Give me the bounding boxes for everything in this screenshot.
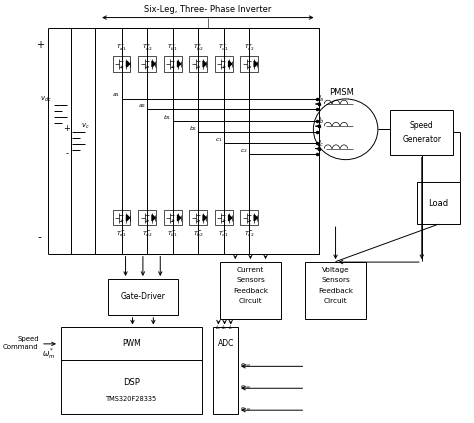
Text: Speed: Speed — [410, 121, 434, 130]
Text: $i_c$: $i_c$ — [228, 323, 234, 332]
Polygon shape — [178, 215, 181, 221]
Text: Sensors: Sensors — [236, 277, 265, 283]
Text: Command: Command — [3, 344, 39, 350]
Text: Current: Current — [237, 266, 264, 273]
Polygon shape — [178, 61, 181, 67]
Bar — [108, 279, 178, 315]
Text: $e_{ag}$: $e_{ag}$ — [240, 362, 252, 371]
Bar — [189, 56, 207, 71]
Text: $\omega_m^*$: $\omega_m^*$ — [42, 346, 55, 360]
Bar — [240, 56, 258, 71]
Bar — [113, 56, 130, 71]
Text: DSP: DSP — [123, 378, 140, 387]
Text: $e_{cg}$: $e_{cg}$ — [240, 406, 251, 415]
Polygon shape — [254, 61, 257, 67]
Text: PMSM: PMSM — [328, 88, 354, 97]
Text: Six-Leg, Three- Phase Inverter: Six-Leg, Three- Phase Inverter — [144, 5, 272, 14]
Text: $c_2$: $c_2$ — [240, 147, 248, 155]
Polygon shape — [152, 61, 155, 67]
Text: Sensors: Sensors — [321, 277, 350, 283]
Polygon shape — [228, 61, 232, 67]
Bar — [189, 210, 207, 225]
Text: ADC: ADC — [218, 338, 234, 348]
Text: Circuit: Circuit — [238, 298, 262, 304]
Text: $e_{bg}$: $e_{bg}$ — [240, 384, 252, 393]
Text: $b_2$: $b_2$ — [189, 124, 197, 133]
Bar — [417, 182, 460, 224]
Text: $T_{a1}^{-}$: $T_{a1}^{-}$ — [116, 229, 127, 239]
Polygon shape — [203, 61, 206, 67]
Text: $T_{c2}^{+}$: $T_{c2}^{+}$ — [244, 43, 255, 53]
Polygon shape — [127, 215, 130, 221]
Text: $T_{a2}^{-}$: $T_{a2}^{-}$ — [142, 229, 153, 239]
Polygon shape — [152, 215, 155, 221]
Text: $i_a$: $i_a$ — [318, 94, 325, 104]
Bar — [215, 56, 233, 71]
Text: $T_{c1}^{+}$: $T_{c1}^{+}$ — [219, 43, 229, 53]
Text: $i_b$: $i_b$ — [221, 323, 228, 332]
Polygon shape — [228, 215, 232, 221]
Text: Gate-Driver: Gate-Driver — [120, 292, 165, 301]
Text: $a_1$: $a_1$ — [112, 91, 120, 99]
Text: $i_b$: $i_b$ — [318, 116, 325, 126]
Text: $a_2$: $a_2$ — [137, 102, 146, 110]
Bar — [240, 210, 258, 225]
Text: $T_{b2}^{-}$: $T_{b2}^{-}$ — [193, 229, 204, 239]
Bar — [305, 262, 366, 319]
Text: $T_{c1}^{-}$: $T_{c1}^{-}$ — [219, 229, 229, 239]
Text: $T_{b2}^{+}$: $T_{b2}^{+}$ — [193, 43, 204, 53]
Text: Voltage: Voltage — [322, 266, 349, 273]
Text: $b_1$: $b_1$ — [163, 113, 171, 122]
Bar — [164, 56, 182, 71]
Bar — [164, 210, 182, 225]
Polygon shape — [127, 61, 130, 67]
Text: $T_{c2}^{-}$: $T_{c2}^{-}$ — [244, 229, 255, 239]
Text: -: - — [37, 232, 42, 242]
Polygon shape — [203, 215, 206, 221]
Text: $T_{a2}^{+}$: $T_{a2}^{+}$ — [142, 43, 153, 53]
Text: $c_1$: $c_1$ — [215, 136, 222, 143]
Text: $T_{a1}^{+}$: $T_{a1}^{+}$ — [116, 43, 127, 53]
Text: PWM: PWM — [122, 339, 141, 349]
Text: $T_{b1}^{-}$: $T_{b1}^{-}$ — [167, 229, 178, 239]
Text: $i_a$: $i_a$ — [215, 323, 221, 332]
Text: Circuit: Circuit — [324, 298, 347, 304]
Text: Feedback: Feedback — [233, 288, 268, 294]
Text: +: + — [36, 40, 44, 50]
Text: -: - — [65, 149, 68, 158]
Bar — [113, 210, 130, 225]
Text: $v_c$: $v_c$ — [81, 121, 89, 131]
Bar — [138, 56, 156, 71]
Text: TMS320F28335: TMS320F28335 — [106, 396, 157, 402]
Bar — [138, 210, 156, 225]
Text: +: + — [64, 124, 71, 133]
Bar — [213, 327, 238, 414]
Text: $v_{dc}$: $v_{dc}$ — [40, 94, 52, 104]
Bar — [95, 28, 319, 254]
Text: Generator: Generator — [402, 135, 441, 143]
Text: Feedback: Feedback — [318, 288, 353, 294]
Bar — [215, 210, 233, 225]
Bar — [220, 262, 281, 319]
Polygon shape — [254, 215, 257, 221]
Bar — [391, 110, 453, 154]
Text: Load: Load — [428, 198, 449, 208]
Bar — [61, 327, 202, 414]
Text: $T_{b1}^{+}$: $T_{b1}^{+}$ — [167, 43, 178, 53]
Text: Speed: Speed — [17, 336, 39, 342]
Text: $i_c$: $i_c$ — [318, 138, 324, 149]
